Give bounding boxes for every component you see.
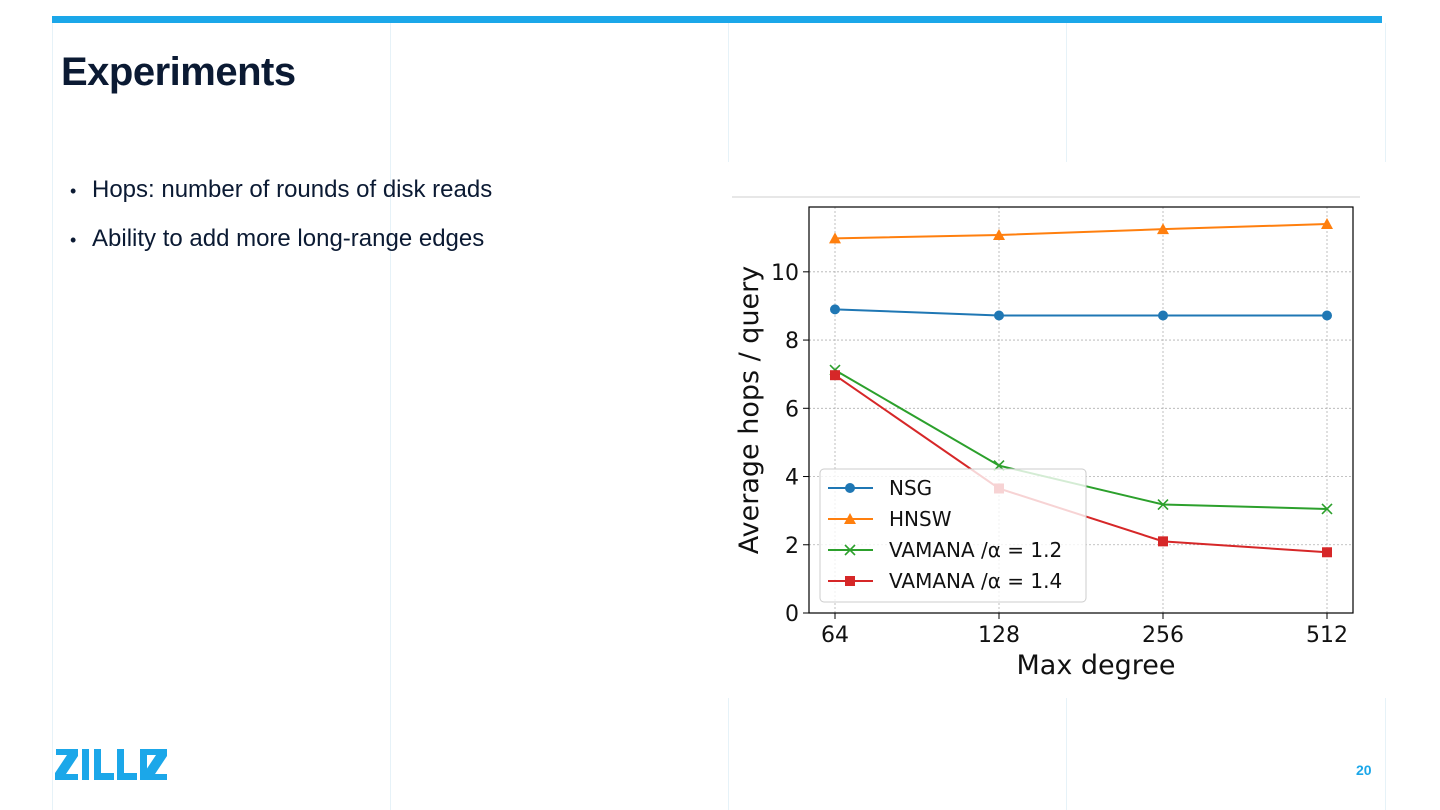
data-point: [1322, 310, 1332, 321]
x-marker-stroke: [1157, 498, 1169, 511]
x-tick-label: 128: [978, 623, 1020, 648]
series-line: [834, 308, 1327, 317]
data-point: [993, 228, 1005, 240]
data-point: [1322, 547, 1332, 558]
legend-marker: [845, 483, 855, 493]
data-point: [830, 304, 840, 315]
legend-marker: [845, 576, 855, 586]
top-accent-bar: [52, 16, 1382, 23]
legend-marker: [844, 513, 856, 524]
bullet-item: • Ability to add more long-range edges: [70, 223, 492, 272]
line-chart: 64 128 256 512 0 2 4 6 8 10 Max degree Average ho…: [732, 196, 1360, 681]
bullet-item: • Hops: number of rounds of disk reads: [70, 174, 492, 223]
chart-legend: NSG HNSW VAMANA /α = 1.2 VAMANA /α = 1.4: [819, 468, 1087, 603]
data-point: [1157, 498, 1169, 511]
legend-label: NSG: [889, 476, 932, 500]
data-point: [830, 370, 840, 381]
x-axis-label: Max degree: [1016, 650, 1175, 681]
zilliz-logo: [55, 749, 167, 780]
data-point: [1157, 223, 1169, 235]
legend-label: VAMANA /α = 1.2: [889, 538, 1062, 562]
data-point: [1158, 536, 1168, 547]
x-tick-label: 256: [1142, 623, 1184, 648]
y-axis-label: Average hops / query: [734, 266, 765, 555]
y-tick-label: 4: [785, 466, 799, 491]
data-point: [829, 232, 841, 244]
data-point: [1158, 310, 1168, 321]
y-tick-label: 0: [785, 602, 799, 627]
bullet-text: Ability to add more long-range edges: [92, 225, 485, 252]
legend-box: [819, 468, 1087, 603]
y-tick-label: 8: [785, 329, 799, 354]
data-point: [1321, 218, 1333, 230]
legend-label: HNSW: [889, 507, 952, 531]
y-tick-label: 2: [785, 534, 799, 559]
bullet-list: • Hops: number of rounds of disk reads •…: [70, 174, 492, 272]
legend-label: VAMANA /α = 1.4: [889, 569, 1062, 593]
series-line: [834, 223, 1328, 240]
chart-series: [829, 218, 1333, 558]
legend-marker: [844, 544, 856, 556]
page-number: 20: [1356, 762, 1372, 778]
x-tick-label: 64: [821, 623, 849, 648]
chart-ticks: 64 128 256 512 0 2 4 6 8 10: [771, 261, 1348, 648]
x-tick-label: 512: [1306, 623, 1348, 648]
x-marker-stroke: [1321, 503, 1333, 515]
plot-frame: [808, 206, 1354, 614]
bullet-dot-icon: •: [70, 181, 77, 201]
data-point: [1321, 503, 1333, 515]
data-point: [994, 310, 1004, 321]
chart-container: 64 128 256 512 0 2 4 6 8 10 Max degree Average ho…: [728, 162, 1386, 698]
bullet-text: Hops: number of rounds of disk reads: [92, 176, 493, 203]
x-marker-stroke: [844, 544, 856, 556]
bullet-dot-icon: •: [70, 230, 77, 250]
grid-guide-line: [52, 23, 53, 810]
slide-title: Experiments: [61, 50, 296, 94]
y-tick-label: 10: [771, 261, 799, 286]
grid-guide-line: [390, 23, 391, 810]
y-tick-label: 6: [785, 397, 799, 422]
